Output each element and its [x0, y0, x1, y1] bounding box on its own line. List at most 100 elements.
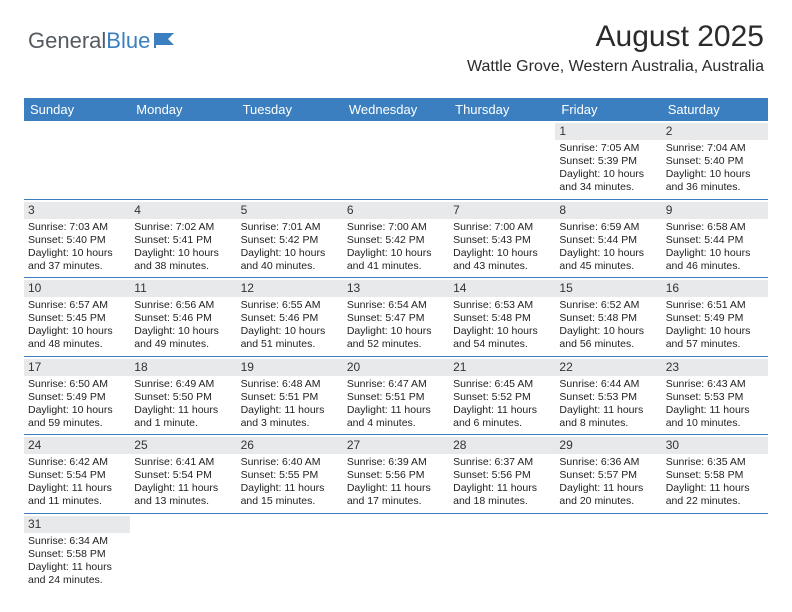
day-number: 1 — [555, 123, 661, 140]
day-cell: 14Sunrise: 6:53 AMSunset: 5:48 PMDayligh… — [449, 278, 555, 356]
sunset-text: Sunset: 5:58 PM — [666, 469, 764, 482]
daylight-text: Daylight: 10 hours — [453, 325, 551, 338]
logo-text-blue: Blue — [106, 28, 150, 54]
sunrise-text: Sunrise: 7:04 AM — [666, 142, 764, 155]
day-number: 5 — [237, 202, 343, 219]
daylight-text: Daylight: 10 hours — [666, 168, 764, 181]
daylight-text: Daylight: 11 hours — [134, 482, 232, 495]
sunset-text: Sunset: 5:41 PM — [134, 234, 232, 247]
day-cell — [237, 514, 343, 592]
daylight-text: and 40 minutes. — [241, 260, 339, 273]
day-cell: 7Sunrise: 7:00 AMSunset: 5:43 PMDaylight… — [449, 200, 555, 278]
daylight-text: and 34 minutes. — [559, 181, 657, 194]
daylight-text: Daylight: 10 hours — [28, 247, 126, 260]
day-number: 2 — [662, 123, 768, 140]
day-cell: 25Sunrise: 6:41 AMSunset: 5:54 PMDayligh… — [130, 435, 236, 513]
daylight-text: and 38 minutes. — [134, 260, 232, 273]
day-number: 22 — [555, 359, 661, 376]
day-cell — [130, 121, 236, 199]
day-cell: 3Sunrise: 7:03 AMSunset: 5:40 PMDaylight… — [24, 200, 130, 278]
sunrise-text: Sunrise: 7:02 AM — [134, 221, 232, 234]
sunrise-text: Sunrise: 6:44 AM — [559, 378, 657, 391]
day-number: 3 — [24, 202, 130, 219]
day-number: 24 — [24, 437, 130, 454]
week-row: 3Sunrise: 7:03 AMSunset: 5:40 PMDaylight… — [24, 200, 768, 279]
day-number: 27 — [343, 437, 449, 454]
sunset-text: Sunset: 5:50 PM — [134, 391, 232, 404]
day-cell: 2 Sunrise: 7:04 AMSunset: 5:40 PMDaylight… — [662, 121, 768, 199]
day-number: 14 — [449, 280, 555, 297]
sunset-text: Sunset: 5:40 PM — [666, 155, 764, 168]
sunset-text: Sunset: 5:43 PM — [453, 234, 551, 247]
day-number: 4 — [130, 202, 236, 219]
day-number: 17 — [24, 359, 130, 376]
daylight-text: and 4 minutes. — [347, 417, 445, 430]
daylight-text: Daylight: 10 hours — [134, 247, 232, 260]
day-cell: 18Sunrise: 6:49 AMSunset: 5:50 PMDayligh… — [130, 357, 236, 435]
day-cell: 4 Sunrise: 7:02 AMSunset: 5:41 PMDaylight… — [130, 200, 236, 278]
daylight-text: Daylight: 10 hours — [347, 325, 445, 338]
sunrise-text: Sunrise: 6:35 AM — [666, 456, 764, 469]
daylight-text: and 24 minutes. — [28, 574, 126, 587]
sunrise-text: Sunrise: 6:55 AM — [241, 299, 339, 312]
daylight-text: and 17 minutes. — [347, 495, 445, 508]
sunset-text: Sunset: 5:44 PM — [559, 234, 657, 247]
day-cell: 30Sunrise: 6:35 AMSunset: 5:58 PMDayligh… — [662, 435, 768, 513]
day-number: 12 — [237, 280, 343, 297]
sunrise-text: Sunrise: 6:49 AM — [134, 378, 232, 391]
day-cell: 27Sunrise: 6:39 AMSunset: 5:56 PMDayligh… — [343, 435, 449, 513]
daylight-text: Daylight: 11 hours — [28, 561, 126, 574]
sunrise-text: Sunrise: 6:51 AM — [666, 299, 764, 312]
sunrise-text: Sunrise: 6:48 AM — [241, 378, 339, 391]
sunset-text: Sunset: 5:53 PM — [559, 391, 657, 404]
sunset-text: Sunset: 5:54 PM — [28, 469, 126, 482]
daylight-text: Daylight: 10 hours — [559, 247, 657, 260]
daylight-text: and 15 minutes. — [241, 495, 339, 508]
daylight-text: Daylight: 11 hours — [28, 482, 126, 495]
calendar-grid: Sunday Monday Tuesday Wednesday Thursday… — [24, 98, 768, 591]
sunrise-text: Sunrise: 6:58 AM — [666, 221, 764, 234]
day-number: 15 — [555, 280, 661, 297]
day-cell — [237, 121, 343, 199]
daylight-text: Daylight: 10 hours — [666, 325, 764, 338]
sunrise-text: Sunrise: 6:50 AM — [28, 378, 126, 391]
daylight-text: and 10 minutes. — [666, 417, 764, 430]
daylight-text: Daylight: 11 hours — [453, 404, 551, 417]
daylight-text: Daylight: 11 hours — [666, 482, 764, 495]
daylight-text: and 18 minutes. — [453, 495, 551, 508]
week-row: 10Sunrise: 6:57 AMSunset: 5:45 PMDayligh… — [24, 278, 768, 357]
day-number: 11 — [130, 280, 236, 297]
day-cell — [343, 514, 449, 592]
sunset-text: Sunset: 5:57 PM — [559, 469, 657, 482]
day-cell: 12Sunrise: 6:55 AMSunset: 5:46 PMDayligh… — [237, 278, 343, 356]
sunrise-text: Sunrise: 6:40 AM — [241, 456, 339, 469]
day-cell: 11Sunrise: 6:56 AMSunset: 5:46 PMDayligh… — [130, 278, 236, 356]
sunrise-text: Sunrise: 6:34 AM — [28, 535, 126, 548]
daylight-text: and 13 minutes. — [134, 495, 232, 508]
day-number: 7 — [449, 202, 555, 219]
daylight-text: and 54 minutes. — [453, 338, 551, 351]
sunset-text: Sunset: 5:56 PM — [347, 469, 445, 482]
brand-logo: GeneralBlue — [28, 28, 180, 54]
daylight-text: and 22 minutes. — [666, 495, 764, 508]
daylight-text: Daylight: 11 hours — [559, 482, 657, 495]
sunset-text: Sunset: 5:42 PM — [241, 234, 339, 247]
daylight-text: Daylight: 11 hours — [347, 404, 445, 417]
daylight-text: and 45 minutes. — [559, 260, 657, 273]
sunrise-text: Sunrise: 6:37 AM — [453, 456, 551, 469]
daylight-text: and 11 minutes. — [28, 495, 126, 508]
daylight-text: and 3 minutes. — [241, 417, 339, 430]
weeks-container: 1Sunrise: 7:05 AMSunset: 5:39 PMDaylight… — [24, 121, 768, 591]
day-cell: 1Sunrise: 7:05 AMSunset: 5:39 PMDaylight… — [555, 121, 661, 199]
sunset-text: Sunset: 5:47 PM — [347, 312, 445, 325]
daylight-text: and 41 minutes. — [347, 260, 445, 273]
sunset-text: Sunset: 5:55 PM — [241, 469, 339, 482]
daylight-text: and 8 minutes. — [559, 417, 657, 430]
day-cell: 6Sunrise: 7:00 AMSunset: 5:42 PMDaylight… — [343, 200, 449, 278]
daylight-text: Daylight: 11 hours — [134, 404, 232, 417]
daylight-text: Daylight: 10 hours — [666, 247, 764, 260]
sunset-text: Sunset: 5:54 PM — [134, 469, 232, 482]
daylight-text: Daylight: 10 hours — [28, 404, 126, 417]
daylight-text: Daylight: 10 hours — [241, 247, 339, 260]
sunset-text: Sunset: 5:48 PM — [453, 312, 551, 325]
